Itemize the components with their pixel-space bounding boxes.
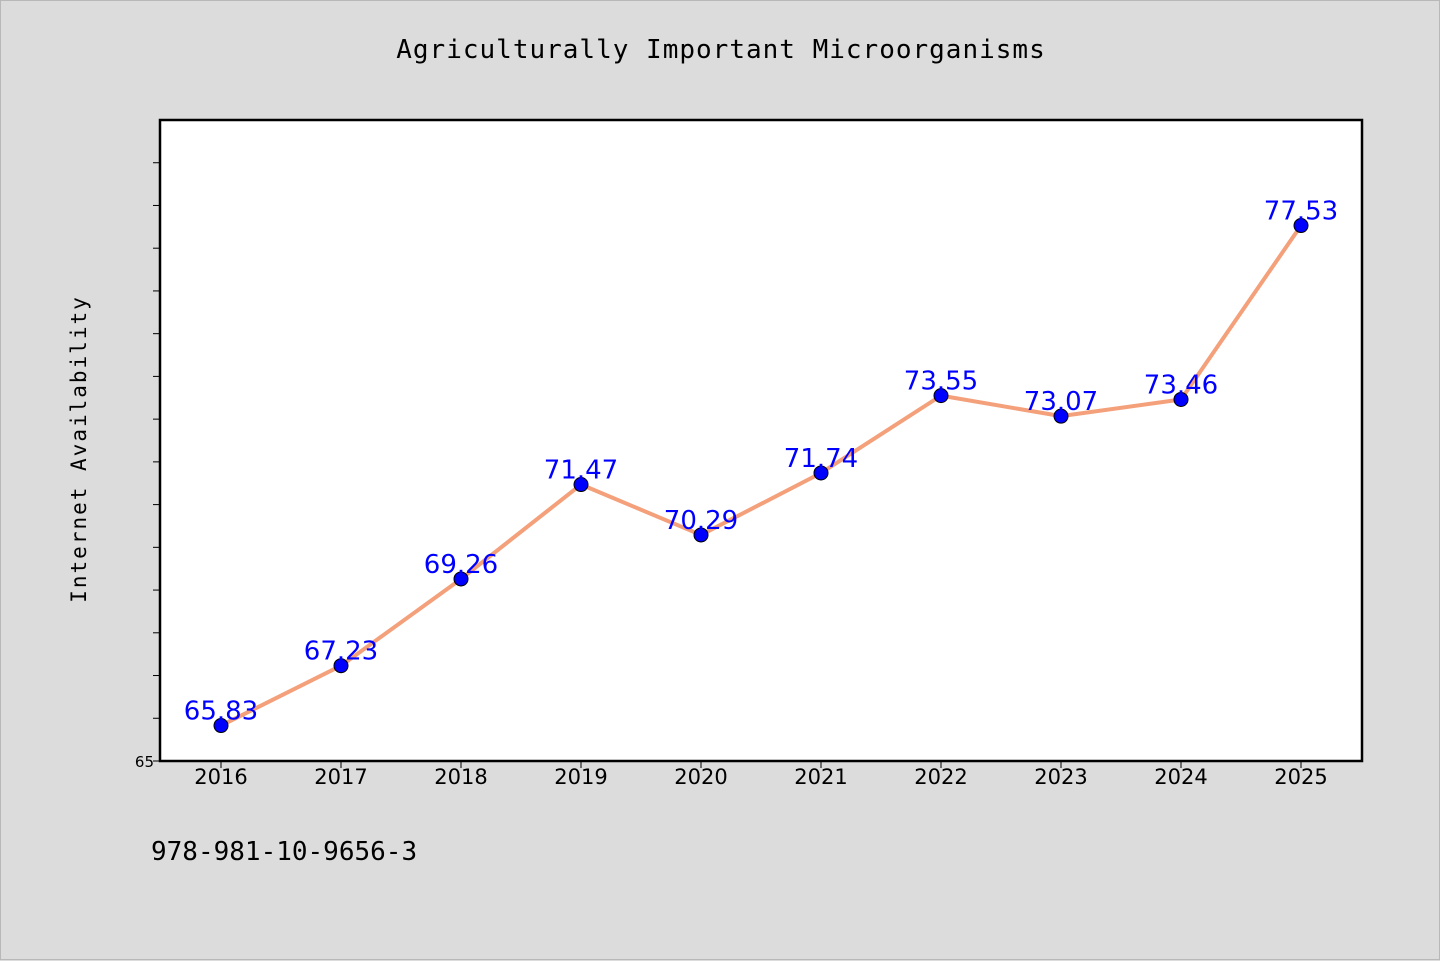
- data-point: [813, 465, 829, 481]
- data-point: [693, 527, 709, 543]
- data-point: [573, 477, 589, 493]
- data-point: [933, 388, 949, 404]
- x-tick-label: 2025: [1274, 765, 1327, 789]
- x-tick-label: 2018: [434, 765, 487, 789]
- x-tick-label: 2022: [914, 765, 967, 789]
- data-label: 65.83: [184, 697, 258, 727]
- data-point: [213, 718, 229, 734]
- data-label: 67.23: [304, 637, 378, 667]
- x-tick-label: 2023: [1034, 765, 1087, 789]
- data-point: [1173, 391, 1189, 407]
- footer-isbn: 978-981-10-9656-3: [151, 837, 418, 867]
- data-point: [1053, 408, 1069, 424]
- data-label: 77.53: [1264, 197, 1338, 227]
- x-tick-label: 2020: [674, 765, 727, 789]
- data-label: 69.26: [424, 550, 498, 580]
- data-point: [453, 571, 469, 587]
- data-point: [1293, 218, 1309, 234]
- series-line: [219, 223, 1303, 728]
- data-label: 71.74: [784, 444, 858, 474]
- x-tick-label: 2017: [314, 765, 367, 789]
- chart-title: Agriculturally Important Microorganisms: [396, 35, 1046, 65]
- data-label: 73.55: [904, 367, 978, 397]
- data-point: [333, 658, 349, 674]
- x-tick-label: 2021: [794, 765, 847, 789]
- data-label: 71.47: [544, 456, 618, 486]
- y-tick-label: 65: [135, 753, 154, 771]
- plot-frame: [158, 118, 1364, 763]
- data-label: 73.07: [1024, 387, 1098, 417]
- data-label: 70.29: [664, 506, 738, 536]
- data-label: 73.46: [1144, 370, 1218, 400]
- x-tick-label: 2016: [194, 765, 247, 789]
- x-tick-label: 2024: [1154, 765, 1207, 789]
- x-tick-label: 2019: [554, 765, 607, 789]
